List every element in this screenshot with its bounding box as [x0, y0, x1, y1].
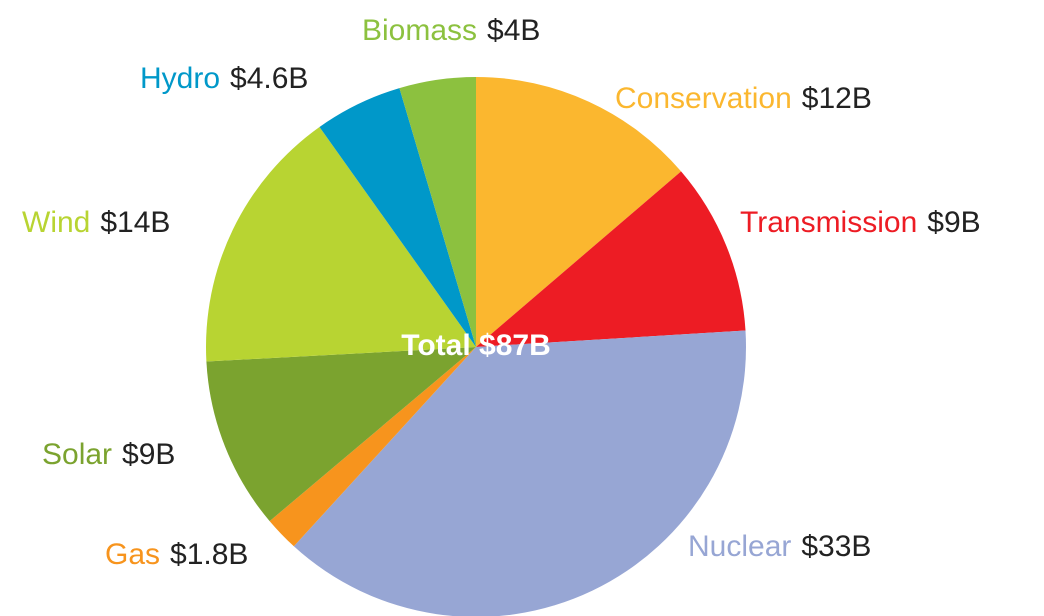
category-label: Solar: [42, 438, 112, 471]
pie-slice: [293, 330, 746, 616]
pie-slice: [399, 77, 476, 347]
pie-slice: [206, 126, 476, 362]
category-label: Nuclear: [688, 530, 791, 563]
slice-label: Wind $14B: [22, 206, 170, 239]
slice-label: Hydro $4.6B: [140, 62, 308, 95]
slice-label: Biomass $4B: [362, 14, 540, 47]
pie-slice: [319, 88, 476, 347]
pie-slice: [206, 347, 476, 522]
category-label: Transmission: [740, 206, 917, 239]
category-label: Gas: [105, 538, 160, 571]
value-label: $33B: [801, 530, 871, 563]
value-label: $4.6B: [230, 62, 308, 95]
value-label: $4B: [487, 14, 540, 47]
category-label: Conservation: [615, 82, 792, 115]
total-label: Total $87B: [401, 329, 551, 362]
slice-label: Conservation $12B: [615, 82, 872, 115]
value-label: $14B: [100, 206, 170, 239]
slice-label: Solar $9B: [42, 438, 175, 471]
slice-label: Nuclear $33B: [688, 530, 871, 563]
pie-slice: [476, 77, 682, 347]
pie: [206, 77, 746, 616]
value-label: $12B: [802, 82, 872, 115]
value-label: $9B: [122, 438, 175, 471]
category-label: Biomass: [362, 14, 477, 47]
value-label: $9B: [927, 206, 980, 239]
slice-label: Gas $1.8B: [105, 538, 248, 571]
pie-slice: [476, 171, 746, 347]
value-label: $1.8B: [170, 538, 248, 571]
pie-slice: [269, 347, 476, 547]
category-label: Hydro: [140, 62, 220, 95]
category-label: Wind: [22, 206, 90, 239]
slice-label: Transmission $9B: [740, 206, 981, 239]
